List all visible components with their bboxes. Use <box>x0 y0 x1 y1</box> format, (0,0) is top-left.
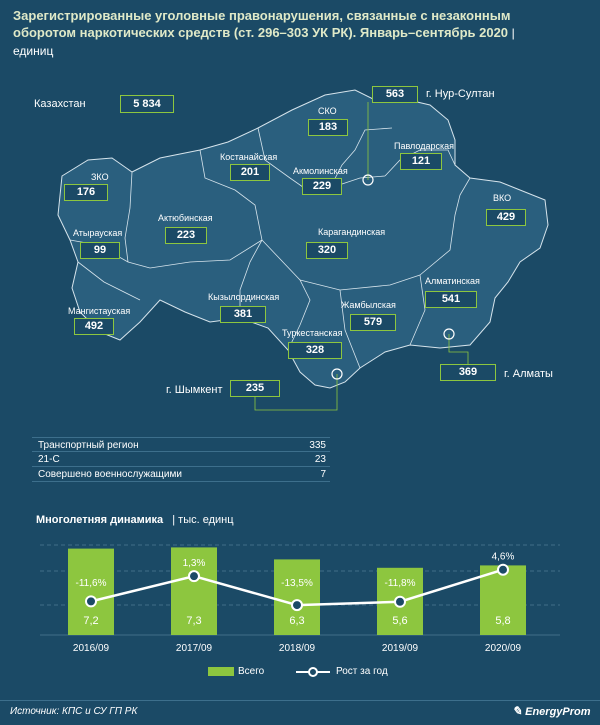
bar-value-label: 7,3 <box>186 615 201 627</box>
region-value-karaganda: 320 <box>306 242 348 259</box>
city-value-shymkent: 235 <box>230 380 280 397</box>
growth-value-label: -13,5% <box>281 578 313 589</box>
bar-total <box>480 565 526 635</box>
stats-row: 21-С 23 <box>32 452 330 467</box>
region-value-sko: 183 <box>308 119 348 136</box>
region-name-sko: СКО <box>318 106 337 116</box>
stats-table: Транспортный регион 335 21-С 23 Совершен… <box>32 437 330 482</box>
source-note: Источник: КПС и СУ ГП РК <box>10 706 138 717</box>
bar-total <box>171 547 217 635</box>
stats-row: Совершено военнослужащими 7 <box>32 467 330 482</box>
city-value-nursultan: 563 <box>372 86 418 103</box>
brand-icon: ✎ <box>512 704 523 718</box>
growth-point <box>291 599 303 612</box>
growth-point <box>85 595 97 608</box>
city-value-almaty: 369 <box>440 364 496 381</box>
bar-value-label: 6,3 <box>289 615 304 627</box>
growth-point <box>497 563 509 576</box>
region-value-kyzylorda: 381 <box>220 306 266 323</box>
region-name-almaty-region: Алматинская <box>425 276 480 286</box>
x-tick-label: 2020/09 <box>485 643 522 654</box>
region-name-pavlodar: Павлодарская <box>394 141 454 151</box>
title-unit: | единиц <box>13 26 515 58</box>
region-name-turkestan: Туркестанская <box>282 328 343 338</box>
stats-value: 23 <box>314 454 326 465</box>
stats-value: 7 <box>320 469 326 480</box>
legend-marker-growth <box>308 667 318 677</box>
region-value-aktobe: 223 <box>165 227 207 244</box>
kazakhstan-map <box>57 89 549 411</box>
dynamics-title-text: Многолетняя динамика <box>36 514 164 526</box>
title-text: Зарегистрированные уголовные правонаруше… <box>13 8 511 40</box>
growth-value-label: 4,6% <box>492 552 515 563</box>
city-name-shymkent: г. Шымкент <box>166 384 223 396</box>
kazakhstan-label: Казахстан <box>34 98 86 110</box>
legend-swatch-total <box>208 667 234 676</box>
dynamics-title: Многолетняя динамика | тыс. единц <box>36 514 234 526</box>
shymkent-marker <box>331 368 343 380</box>
legend-label-growth: Рост за год <box>336 666 388 677</box>
legend-label-total: Всего <box>238 666 265 677</box>
almaty-leader <box>448 334 469 364</box>
region-value-almaty-region: 541 <box>425 291 477 308</box>
almaty-marker <box>443 328 455 340</box>
region-value-mangistau: 492 <box>74 318 114 335</box>
bar-total <box>68 548 114 635</box>
bar-value-label: 7,2 <box>83 615 98 627</box>
region-value-atyrau: 99 <box>80 242 120 259</box>
stats-value: 335 <box>309 440 326 451</box>
x-tick-label: 2018/09 <box>279 643 316 654</box>
stats-label: Совершено военнослужащими <box>38 469 182 480</box>
x-tick-label: 2019/09 <box>382 643 419 654</box>
growth-point <box>188 570 200 583</box>
region-value-turkestan: 328 <box>288 342 342 359</box>
stats-label: Транспортный регион <box>38 440 139 451</box>
city-name-nursultan: г. Нур-Султан <box>426 88 495 100</box>
region-name-vko: ВКО <box>493 193 512 203</box>
city-name-almaty: г. Алматы <box>504 368 553 380</box>
legend-graphics <box>208 667 330 677</box>
x-tick-label: 2016/09 <box>73 643 110 654</box>
bar-total <box>274 559 320 635</box>
growth-value-label: -11,6% <box>76 578 107 589</box>
region-name-karaganda: Карагандинская <box>318 227 386 237</box>
growth-value-label: 1,3% <box>183 558 206 569</box>
region-value-zko: 176 <box>64 184 108 201</box>
brand-name: EnergyProm <box>525 706 591 718</box>
region-name-zko: ЗКО <box>91 172 109 182</box>
region-value-pavlodar: 121 <box>400 153 442 170</box>
page-title: Зарегистрированные уголовные правонаруше… <box>13 7 553 60</box>
region-name-kyzylorda: Кызылординская <box>208 292 280 302</box>
stats-row: Транспортный регион 335 <box>32 437 330 452</box>
bar-value-label: 5,6 <box>392 615 407 627</box>
region-name-kostanay: Костанайская <box>220 152 278 162</box>
region-value-zhambyl: 579 <box>350 314 396 331</box>
kazakhstan-total: 5 834 <box>120 95 174 113</box>
nursultan-marker <box>362 174 374 186</box>
dynamics-unit: | тыс. единц <box>172 514 234 526</box>
region-name-mangistau: Мангистауская <box>68 306 131 316</box>
brand-logo: ✎ EnergyProm <box>512 704 591 718</box>
region-name-zhambyl: Жамбылская <box>341 300 396 310</box>
region-value-akmola: 229 <box>302 178 342 195</box>
bar-value-label: 5,8 <box>495 615 510 627</box>
x-tick-label: 2017/09 <box>176 643 213 654</box>
growth-value-label: -11,8% <box>385 578 416 589</box>
dynamics-chart: 7,2 2016/09 7,3 2017/09 6,3 2018/09 5,6 2019/09… <box>40 544 560 654</box>
region-name-aktobe: Актюбинская <box>158 213 213 223</box>
region-name-akmola: Акмолинская <box>293 166 348 176</box>
footer-divider <box>0 700 600 701</box>
region-value-vko: 429 <box>486 209 526 226</box>
region-name-atyrau: Атырауская <box>73 228 123 238</box>
region-value-kostanay: 201 <box>230 164 270 181</box>
stats-label: 21-С <box>38 454 60 465</box>
growth-point <box>394 595 406 608</box>
shymkent-leader <box>254 374 338 411</box>
